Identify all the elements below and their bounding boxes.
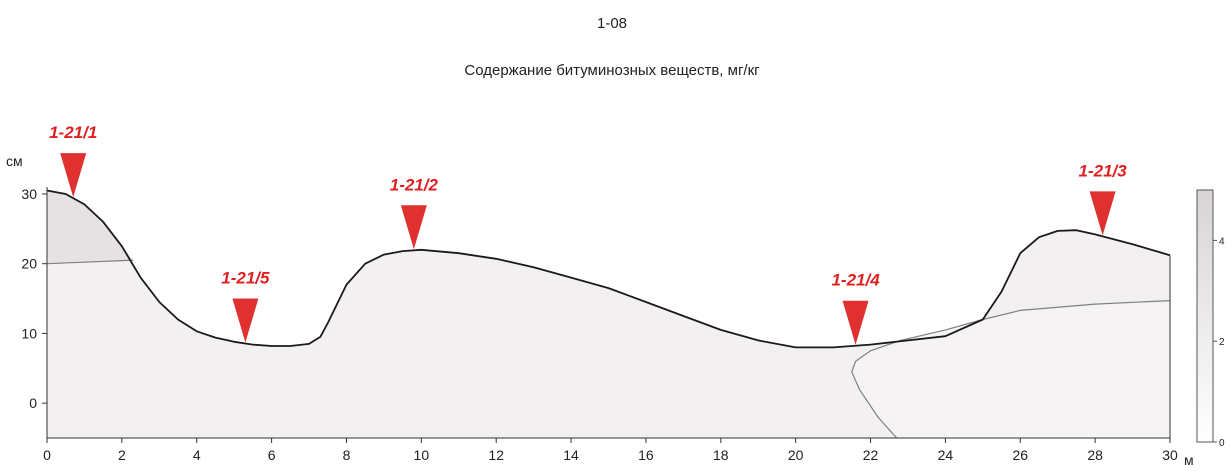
x-tick-label: 20 xyxy=(788,447,804,463)
x-tick-label: 2 xyxy=(118,447,126,463)
y-tick-label: 20 xyxy=(21,256,37,272)
y-tick-label: 0 xyxy=(29,395,37,411)
plot-area: 0 2 4 6 8 10 12 14 16 18 20 22 24 26 28 3001020301-21/1… xyxy=(21,123,1178,463)
top-left-zone-fill xyxy=(47,190,134,264)
color-scale-legend: 0 2 4 xyxy=(1196,189,1225,449)
layer-boundary-1 xyxy=(46,259,134,265)
x-tick-label: 28 xyxy=(1087,447,1103,463)
chart-id-label: 1-08 xyxy=(597,15,627,32)
sample-marker xyxy=(1089,191,1116,236)
y-tick-label: 30 xyxy=(21,186,37,202)
surface-line xyxy=(46,189,1171,349)
x-tick-label: 16 xyxy=(638,447,654,463)
layer-boundary-2 xyxy=(851,300,1171,439)
sample-marker xyxy=(60,153,87,198)
legend-tick-label: 0 xyxy=(1219,438,1225,449)
x-tick-label: 12 xyxy=(488,447,504,463)
x-tick-label: 30 xyxy=(1162,447,1178,463)
x-tick-label: 4 xyxy=(193,447,201,463)
x-tick-label: 18 xyxy=(713,447,729,463)
x-tick-label: 26 xyxy=(1012,447,1028,463)
legend-bar xyxy=(1196,189,1214,443)
y-tick-label: 10 xyxy=(21,325,37,341)
sample-marker-label: 1-21/5 xyxy=(221,268,270,287)
x-tick-label: 22 xyxy=(863,447,879,463)
chart-title: Содержание битуминозных веществ, мг/кг xyxy=(464,62,760,79)
x-axis-label: м xyxy=(1184,452,1194,468)
x-tick-label: 14 xyxy=(563,447,579,463)
sample-marker-label: 1-21/3 xyxy=(1079,161,1128,180)
x-tick-label: 24 xyxy=(938,447,954,463)
x-tick-label: 0 xyxy=(43,447,51,463)
x-tick-label: 10 xyxy=(414,447,430,463)
sample-marker-label: 1-21/1 xyxy=(49,123,97,142)
sample-marker-label: 1-21/2 xyxy=(390,175,439,194)
legend-tick-label: 2 xyxy=(1219,337,1225,348)
y-axis-label: см xyxy=(6,153,23,169)
sample-marker xyxy=(400,205,427,250)
sample-marker-label: 1-21/4 xyxy=(831,271,880,290)
sample-marker xyxy=(842,300,869,345)
sample-marker xyxy=(232,298,259,343)
x-tick-label: 8 xyxy=(343,447,351,463)
legend-tick-label: 4 xyxy=(1219,236,1225,247)
bottom-right-zone-fill xyxy=(851,300,1170,438)
x-tick-label: 6 xyxy=(268,447,276,463)
